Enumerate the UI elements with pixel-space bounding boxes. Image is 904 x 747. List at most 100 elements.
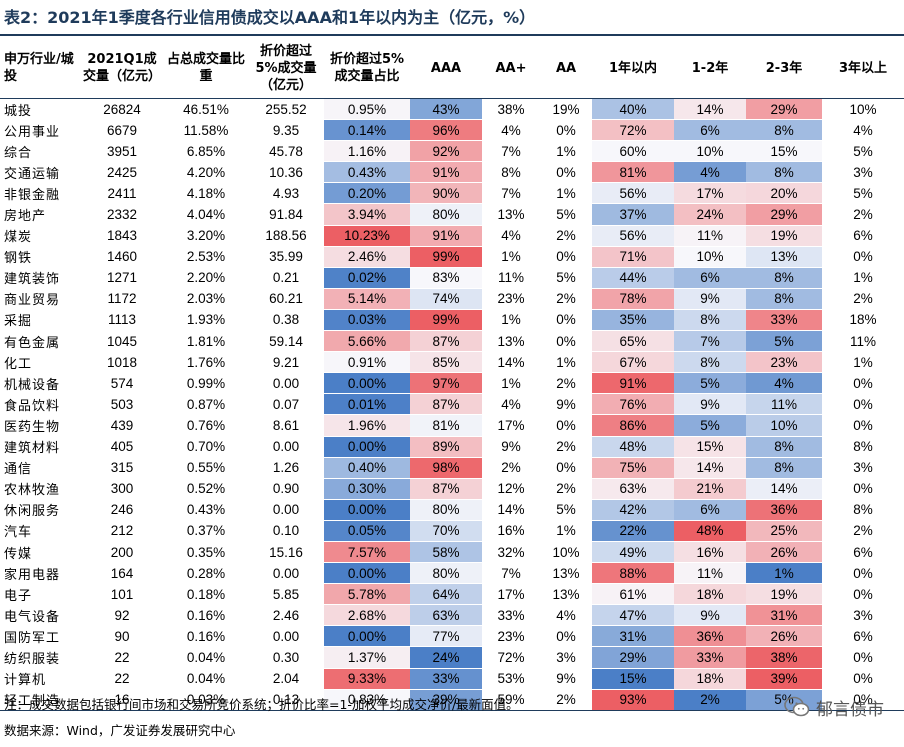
table-cell: 1.93% (164, 309, 248, 332)
table-cell: 99% (410, 309, 482, 332)
industry-name-cell: 建筑装饰 (0, 267, 80, 289)
table-cell: 164 (80, 562, 164, 585)
industry-name-cell: 机械设备 (0, 372, 80, 395)
industry-name-cell: 食品饮料 (0, 393, 80, 416)
table-cell: 70% (410, 520, 482, 542)
header-cell: 2-3年 (746, 38, 822, 99)
table-cell: 88% (592, 562, 674, 585)
header-cell: 占总成交量比重 (164, 38, 248, 99)
table-cell: 5.85 (248, 583, 324, 606)
table-cell: 31% (746, 604, 822, 627)
table-cell: 25% (746, 520, 822, 542)
header-cell: AAA (410, 38, 482, 99)
table-cell: 59% (482, 689, 540, 711)
table-cell: 246 (80, 499, 164, 521)
table-cell: 13% (540, 562, 592, 585)
table-cell: 90% (410, 182, 482, 205)
table-row: 公用事业 6679 11.58% 9.35 0.14% 96% 4% 0% 72% 6% 8% 4% (0, 119, 904, 142)
industry-name-cell: 城投 (0, 98, 80, 121)
table-cell: 10% (746, 414, 822, 437)
table-cell: 0.13 (248, 689, 324, 711)
table-cell: 6679 (80, 119, 164, 142)
table-cell: 14% (674, 98, 746, 121)
table-row: 商业贸易 1172 2.03% 60.21 5.14% 74% 23% 2% 78% 9% 8% 2% (0, 288, 904, 310)
table-cell: 3.94% (324, 203, 410, 226)
table-cell: 8% (746, 288, 822, 310)
table-cell: 0.76% (164, 414, 248, 437)
table-cell: 10% (822, 98, 904, 121)
industry-name-cell: 医药生物 (0, 414, 80, 437)
table-row: 国防军工 90 0.16% 0.00 0.00% 77% 23% 0% 31% 36% 26% 6% (0, 625, 904, 648)
table-cell: 14% (482, 351, 540, 374)
table-cell: 81% (410, 414, 482, 437)
table-row: 计算机 22 0.04% 2.04 9.33% 33% 53% 9% 15% 18% 39% 0% (0, 668, 904, 690)
table-cell: 13% (540, 583, 592, 606)
table-cell: 29% (746, 98, 822, 121)
table-cell: 2% (540, 436, 592, 458)
industry-name-cell: 国防军工 (0, 625, 80, 648)
table-cell: 4% (482, 225, 540, 247)
table-cell: 80% (410, 562, 482, 585)
table-cell: 59.14 (248, 330, 324, 353)
table-cell: 2.04 (248, 668, 324, 690)
table-cell: 5.14% (324, 288, 410, 310)
table-cell: 60% (592, 140, 674, 163)
table-cell: 10% (674, 246, 746, 268)
source-note: 数据来源：Wind，广发证券发展研究中心 (4, 723, 236, 738)
table-cell: 35.99 (248, 246, 324, 268)
table-cell: 0.52% (164, 478, 248, 500)
watermark-text: 郁言债市 (816, 699, 884, 720)
table-cell: 99% (410, 246, 482, 268)
table-cell: 24% (674, 203, 746, 226)
table-cell: 0% (822, 372, 904, 395)
table-cell: 87% (410, 478, 482, 500)
table-cell: 33% (410, 668, 482, 690)
table-cell: 16% (674, 541, 746, 564)
table-cell: 0.04% (164, 646, 248, 669)
table-cell: 5.66% (324, 330, 410, 353)
table-cell: 29% (746, 203, 822, 226)
table-cell: 15% (746, 140, 822, 163)
table-cell: 0.20% (324, 182, 410, 205)
table-cell: 6% (674, 119, 746, 142)
table-cell: 0% (822, 414, 904, 437)
table-cell: 0.00% (324, 625, 410, 648)
table-cell: 75% (592, 457, 674, 479)
table-cell: 0.00 (248, 562, 324, 585)
table-body: 城投 26824 46.51% 255.52 0.95% 43% 38% 19% 40% 14% 2… (0, 98, 904, 711)
table-cell: 255.52 (248, 98, 324, 121)
table-cell: 6.85% (164, 140, 248, 163)
table-cell: 0.21 (248, 267, 324, 289)
table-cell: 80% (410, 203, 482, 226)
table-cell: 92 (80, 604, 164, 627)
table-cell: 8% (746, 457, 822, 479)
table-cell: 29% (592, 646, 674, 669)
table-cell: 10% (540, 541, 592, 564)
table-cell: 0.03% (164, 689, 248, 711)
table-cell: 43% (410, 98, 482, 121)
table-row: 采掘 1113 1.93% 0.38 0.03% 99% 1% 0% 35% 8% 33% 18% (0, 309, 904, 332)
table-cell: 0.40% (324, 457, 410, 479)
table-cell: 4% (540, 604, 592, 627)
table-row: 煤炭 1843 3.20% 188.56 10.23% 91% 4% 2% 56% 11% 19% 6… (0, 225, 904, 247)
table-cell: 3% (822, 161, 904, 184)
table-cell: 18% (674, 668, 746, 690)
table-cell: 1.26 (248, 457, 324, 479)
table-cell: 0% (822, 478, 904, 500)
table-cell: 6% (822, 225, 904, 247)
table-cell: 0% (540, 330, 592, 353)
header-cell: 1-2年 (674, 38, 746, 99)
table-cell: 0.83% (324, 689, 410, 711)
table-cell: 10.36 (248, 161, 324, 184)
table-cell: 22 (80, 646, 164, 669)
table-cell: 38% (746, 646, 822, 669)
table-cell: 91% (410, 225, 482, 247)
table-cell: 200 (80, 541, 164, 564)
table-cell: 212 (80, 520, 164, 542)
table-cell: 90 (80, 625, 164, 648)
table-cell: 1460 (80, 246, 164, 268)
table-cell: 5% (540, 267, 592, 289)
table-cell: 77% (410, 625, 482, 648)
table-cell: 8% (674, 351, 746, 374)
table-cell: 2425 (80, 161, 164, 184)
